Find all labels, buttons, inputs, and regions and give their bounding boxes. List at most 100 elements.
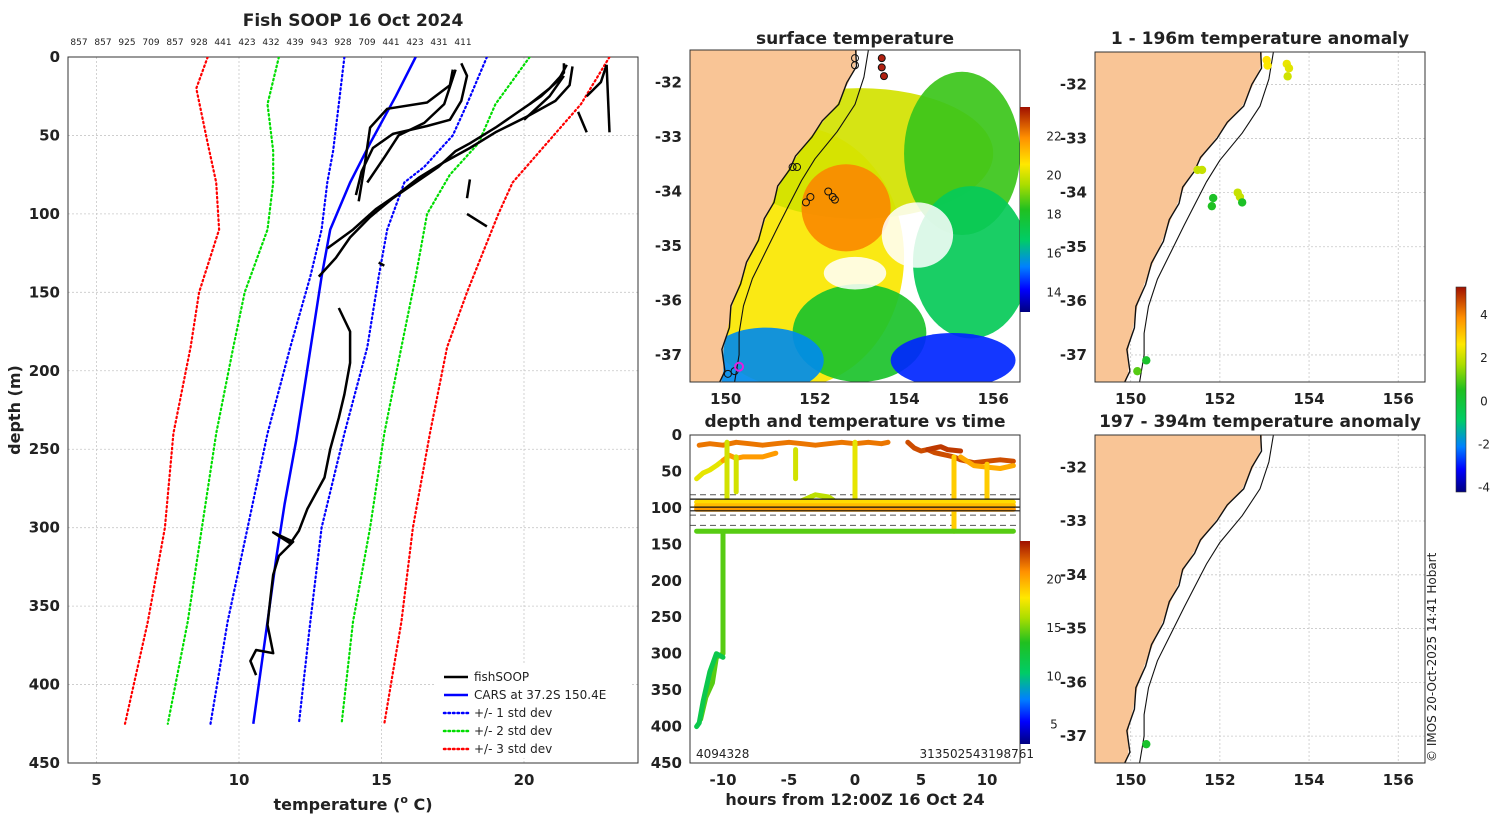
footer-credit: © IMOS 20-Oct-2025 14:41 Hobart: [1425, 552, 1439, 762]
map-ytick-label: -37: [1060, 727, 1087, 745]
coastline: [719, 50, 858, 382]
profile-xtick-label: 5: [91, 771, 101, 789]
anomaly2-map-panel: 197 - 394m temperature anomaly 150 152 154…: [1060, 412, 1426, 789]
profile-top-label: 709: [358, 38, 375, 48]
profile-ytick-label: 250: [29, 440, 60, 458]
sst-station: [830, 195, 839, 204]
profile-panel: Fish SOOP 16 Oct 2024 857 857 925 709 857 928…: [5, 11, 639, 814]
td-ytick-label: 450: [651, 754, 682, 772]
td-colorbar-label: 5: [1050, 718, 1058, 732]
anomaly-colorbar-label: 4: [1480, 308, 1488, 322]
anomaly1-frame: [1094, 51, 1426, 383]
anomaly-colorbar: 4 2 0 -2 -4: [1455, 286, 1490, 495]
map-ytick-label: -35: [655, 237, 682, 255]
sst-station-warm: [879, 72, 888, 81]
sst-stations: [723, 54, 888, 378]
shelf-contour: [734, 50, 869, 382]
sst-blob: [881, 202, 954, 268]
map-ytick-label: -32: [1060, 458, 1087, 476]
map-ytick-label: -35: [1060, 620, 1087, 638]
map-ytick-label: -32: [1060, 75, 1087, 93]
profile-ytick-label: 450: [29, 754, 60, 772]
time-depth-left-labels: 4094328: [696, 747, 749, 761]
profile-ytick-label: 100: [29, 205, 60, 223]
profile-xlabel-end: C): [408, 795, 433, 814]
td-ytick-label: 250: [651, 608, 682, 626]
anomaly1-point: [1237, 198, 1247, 207]
map-ytick-label: -36: [1060, 292, 1087, 310]
sst-station: [806, 192, 815, 201]
profile-fish-line: [466, 212, 488, 228]
map-ytick-label: -33: [1060, 130, 1087, 148]
sst-land: [690, 50, 869, 382]
map-ytick-label: -36: [1060, 673, 1087, 691]
sst-colorbar-ramp: [1020, 107, 1030, 312]
anomaly2-ticks: 150 152 154 156 -32 -33 -34 -35 -36 -37: [1060, 458, 1414, 789]
map-ytick-label: -34: [1060, 566, 1087, 584]
sst-map-ticks: 150 152 154 156 -32 -33 -34 -35 -36 -37: [655, 74, 1009, 408]
td-colorbar-ramp: [1020, 541, 1030, 744]
anomaly1-content: [1095, 52, 1294, 382]
profile-top-label: 925: [118, 38, 135, 48]
sst-colorbar-label: 22: [1046, 129, 1061, 143]
anomaly1-point: [1142, 356, 1151, 365]
profile-cars-mean-line: [252, 57, 417, 724]
td-ytick-label: 0: [672, 426, 682, 444]
sst-blob: [823, 256, 887, 290]
profile-top-label: 928: [334, 38, 351, 48]
td-ytick-label: 350: [651, 681, 682, 699]
td-ytick-label: 200: [651, 572, 682, 590]
map-ytick-label: -34: [655, 183, 682, 201]
map-xtick-label: 152: [1204, 771, 1235, 789]
anomaly2-point: [1142, 739, 1151, 749]
profile-std3-minus-line: [123, 57, 221, 725]
profile-ytick-label: 350: [29, 597, 60, 615]
anomaly2-frame: [1094, 434, 1426, 764]
map-ytick-label: -37: [655, 346, 682, 364]
legend-label: CARS at 37.2S 150.4E: [474, 688, 606, 702]
anomaly1-map-panel: 1 - 196m temperature anomaly 150 152 154 15…: [1060, 29, 1426, 408]
anomaly1-point: [1208, 193, 1218, 203]
profile-fish-line: [585, 64, 608, 98]
map-ytick-label: -36: [655, 291, 682, 309]
profile-fish-line: [249, 307, 352, 676]
profile-top-label: 928: [190, 38, 207, 48]
map-xtick-label: 154: [1293, 771, 1324, 789]
sst-station: [788, 163, 797, 172]
profile-fish-line: [523, 75, 565, 121]
legend-label: +/- 1 std dev: [474, 706, 552, 720]
map-xtick-label: 156: [978, 390, 1009, 408]
time-depth-panel: depth and temperature vs time -10 -5 0 5 100…: [651, 412, 1062, 809]
profile-std1-minus-line: [209, 57, 346, 725]
td-track: [694, 651, 726, 730]
shelf-contour: [1139, 52, 1274, 382]
coastline: [1124, 52, 1263, 382]
anomaly1-ticks: 150 152 154 156 -32 -33 -34 -35 -36 -37: [1060, 75, 1414, 408]
map-xtick-label: 154: [888, 390, 919, 408]
anomaly2-land: [1095, 435, 1274, 763]
profile-top-label: 411: [454, 38, 471, 48]
anomaly2-points: [1142, 739, 1151, 749]
profile-top-label: 423: [238, 38, 255, 48]
map-xtick-label: 152: [799, 390, 830, 408]
td-xtick-label: 0: [850, 771, 860, 789]
land-area: [1095, 435, 1263, 763]
td-xtick-label: -10: [709, 771, 736, 789]
profile-title: Fish SOOP 16 Oct 2024: [243, 11, 464, 31]
legend-box: [436, 665, 632, 758]
profile-legend: fishSOOP CARS at 37.2S 150.4E +/- 1 std de…: [436, 665, 632, 758]
sst-station: [851, 61, 859, 70]
profile-top-label: 857: [166, 38, 183, 48]
td-colorbar-label: 10: [1046, 669, 1061, 683]
profile-ytick-label: 0: [50, 48, 60, 66]
anomaly2-title: 197 - 394m temperature anomaly: [1099, 412, 1421, 432]
td-ytick-label: 400: [651, 718, 682, 736]
map-ytick-label: -33: [1060, 512, 1087, 530]
sst-station-warm: [877, 63, 886, 72]
profile-ytick-label: 300: [29, 519, 60, 537]
time-depth-right-labels: 313502543198761: [919, 747, 1034, 761]
profile-fish-line: [576, 111, 588, 133]
profile-std3-plus-line: [383, 57, 611, 725]
